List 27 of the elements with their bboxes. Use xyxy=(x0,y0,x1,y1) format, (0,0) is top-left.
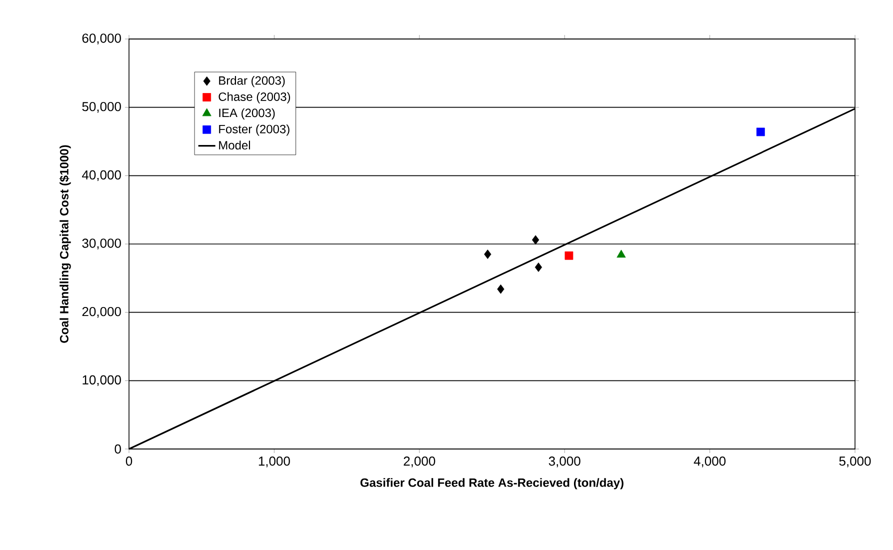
legend-label: Model xyxy=(219,140,250,150)
y-tick-label: 0 xyxy=(114,444,121,454)
y-axis-title: Coal Handling Capital Cost ($1000) xyxy=(59,145,71,343)
point xyxy=(484,250,492,259)
x-tick-label: 0 xyxy=(126,456,132,466)
y-tick-label: 50,000 xyxy=(82,102,121,113)
x-tick-label: 5,000 xyxy=(839,456,871,468)
y-tick-label: 60,000 xyxy=(82,34,121,44)
point xyxy=(616,250,626,258)
x-tick-label: 4,000 xyxy=(694,456,726,468)
x-axis-title: Gasifier Coal Feed Rate As-Recieved (ton/day) xyxy=(360,478,624,490)
legend-label: IEA (2003) xyxy=(219,108,275,120)
y-tick-label: 10,000 xyxy=(82,375,121,386)
y-tick-label: 40,000 xyxy=(82,170,121,182)
x-tick-label: 3,000 xyxy=(548,456,580,468)
point xyxy=(756,128,765,136)
x-tick-label: 2,000 xyxy=(404,456,436,468)
point xyxy=(497,284,504,294)
legend-label: Brdar (2003) xyxy=(219,76,285,88)
legend-label: Chase (2003) xyxy=(218,92,290,104)
legend-label: Foster (2003) xyxy=(219,124,290,136)
point xyxy=(564,251,574,260)
point xyxy=(532,235,540,245)
y-tick-label: 30,000 xyxy=(82,238,121,250)
x-tick-label: 1,000 xyxy=(258,456,290,468)
y-tick-label: 20,000 xyxy=(82,306,121,318)
point xyxy=(534,262,542,272)
